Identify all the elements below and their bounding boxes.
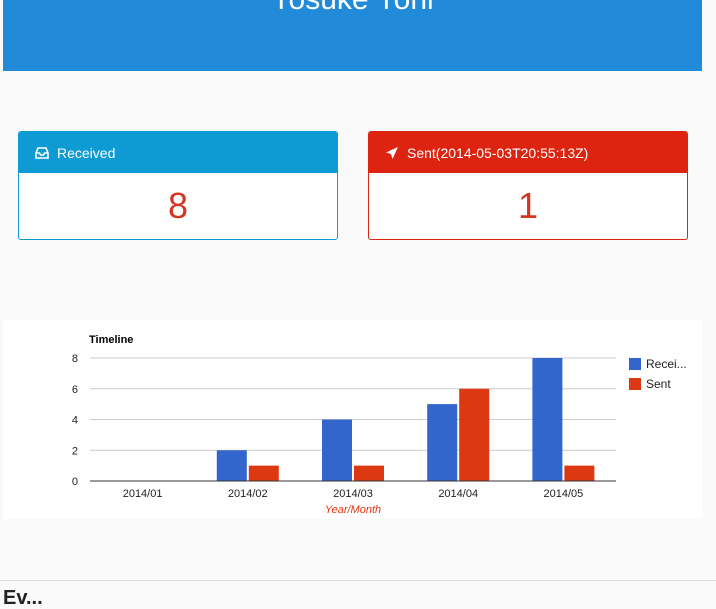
chart-title: Timeline xyxy=(89,334,133,346)
y-tick-label: 0 xyxy=(72,476,78,488)
bar-sent xyxy=(459,388,490,481)
legend-swatch xyxy=(629,378,641,390)
legend-label: Sent xyxy=(646,377,671,391)
x-tick-label: 2014/01 xyxy=(123,488,163,500)
legend-swatch xyxy=(629,358,641,370)
received-count: 8 xyxy=(167,185,189,226)
x-tick-label: 2014/04 xyxy=(438,488,478,500)
y-tick-label: 6 xyxy=(72,384,78,396)
x-axis-label: Year/Month xyxy=(325,504,381,516)
bar-received xyxy=(322,419,352,481)
bar-received xyxy=(532,358,563,481)
sent-panel: Sent(2014-05-03T20:55:13Z) 1 xyxy=(368,131,688,240)
x-tick-label: 2014/03 xyxy=(333,488,373,500)
bar-received xyxy=(216,450,247,481)
bar-sent xyxy=(564,465,595,481)
y-tick-label: 4 xyxy=(72,415,78,427)
footer-divider xyxy=(0,580,716,581)
bar-sent xyxy=(248,465,279,481)
inbox-icon xyxy=(33,144,51,162)
x-tick-label: 2014/05 xyxy=(544,488,584,500)
bar-received xyxy=(427,404,458,481)
footer-heading: Ev... xyxy=(3,587,43,609)
y-tick-label: 8 xyxy=(72,353,78,365)
page-title: Yosuke Yoni xyxy=(3,0,702,18)
received-panel-header: Received xyxy=(19,132,337,173)
paper-plane-icon xyxy=(383,144,401,162)
legend-label: Recei... xyxy=(646,357,687,371)
received-label: Received xyxy=(57,144,116,161)
sent-count: 1 xyxy=(517,185,539,226)
timeline-chart-svg: Timeline 0 2 4 6 8 2014/01 2014/02 2014/03 2014… xyxy=(72,334,687,516)
x-tick-label: 2014/02 xyxy=(228,488,268,500)
y-tick-label: 2 xyxy=(72,445,78,457)
bar-sent xyxy=(354,465,384,481)
page-header: Yosuke Yoni xyxy=(3,0,702,71)
timeline-chart: Timeline 0 2 4 6 8 2014/01 2014/02 2014/03 2014… xyxy=(3,320,703,519)
sent-panel-header: Sent(2014-05-03T20:55:13Z) xyxy=(369,132,687,173)
sent-label: Sent(2014-05-03T20:55:13Z) xyxy=(407,144,589,161)
received-panel: Received 8 xyxy=(18,131,338,240)
